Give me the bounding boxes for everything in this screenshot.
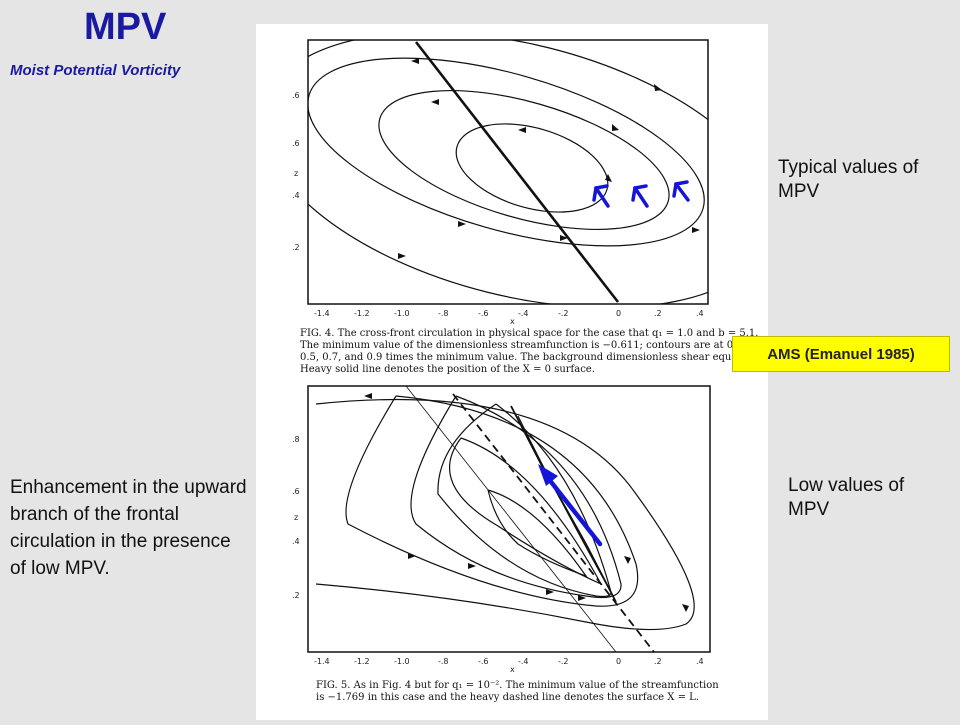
low-values-label: Low values of MPV <box>788 475 905 520</box>
fig4-caption-line: 0.5, 0.7, and 0.9 times the minimum valu… <box>300 352 758 363</box>
fig5-xtick: -.2 <box>558 657 569 666</box>
figure-5-x-axis: -1.4 -1.2 -1.0 -.8 -.6 -.4 -.2 0 .2 .4 x <box>314 657 704 674</box>
fig4-xtick: -.4 <box>518 309 529 318</box>
fig4-ytick: .4 <box>292 191 300 200</box>
fig5-xtick: 0 <box>616 657 621 666</box>
fig4-xtick: -.8 <box>438 309 449 318</box>
fig4-caption-line: Heavy solid line denotes the position of… <box>300 364 595 375</box>
fig5-xtick: -.8 <box>438 657 449 666</box>
fig4-xtick: 0 <box>616 309 621 318</box>
fig5-ytick: .4 <box>292 537 300 546</box>
fig5-xtick: -1.4 <box>314 657 330 666</box>
typical-values-label: Typical values of MPV <box>778 157 919 202</box>
fig5-xtick: -.6 <box>478 657 489 666</box>
fig5-zlabel: z <box>294 513 298 522</box>
figure-4-plot: -1.4 -1.2 -1.0 -.8 -.6 -.4 -.2 0 .2 .4 x… <box>292 39 768 375</box>
fig5-xtick: -1.0 <box>394 657 410 666</box>
figure-5-z-axis: .8 .6 .4 .2 z <box>292 435 300 600</box>
page-subtitle: Moist Potential Vorticity <box>10 62 181 79</box>
figure-4-x-axis: -1.4 -1.2 -1.0 -.8 -.6 -.4 -.2 0 .2 .4 x <box>314 309 704 326</box>
enhancement-note: Enhancement in the upward branch of the … <box>10 477 247 579</box>
figure-4-z-axis: .6 .6 .4 .2 z <box>292 91 300 252</box>
page-title: MPV <box>84 6 167 48</box>
fig4-ytick: .6 <box>292 91 300 100</box>
fig5-xtick: .4 <box>696 657 704 666</box>
fig5-ytick: .2 <box>292 591 300 600</box>
fig4-ytick: .2 <box>292 243 300 252</box>
fig4-zlabel: z <box>294 169 298 178</box>
paper-scan: -1.4 -1.2 -1.0 -.8 -.6 -.4 -.2 0 .2 .4 x… <box>256 24 768 720</box>
fig4-xtick: -.2 <box>558 309 569 318</box>
fig4-caption-line: FIG. 4. The cross-front circulation in p… <box>300 328 758 339</box>
paper-figures: -1.4 -1.2 -1.0 -.8 -.6 -.4 -.2 0 .2 .4 x… <box>292 39 768 703</box>
fig4-caption-line: The minimum value of the dimensionless s… <box>300 340 768 351</box>
fig5-ytick: .8 <box>292 435 300 444</box>
fig5-xtick: .2 <box>654 657 662 666</box>
fig4-xtick: -1.0 <box>394 309 410 318</box>
fig5-xtick: -1.2 <box>354 657 370 666</box>
fig4-ytick: .6 <box>292 139 300 148</box>
fig5-caption-line: is −1.769 in this case and the heavy das… <box>316 692 699 703</box>
fig4-xtick: .4 <box>696 309 704 318</box>
figure-4-caption: FIG. 4. The cross-front circulation in p… <box>300 328 768 375</box>
source-badge: AMS (Emanuel 1985) <box>732 336 950 372</box>
blue-arrows-top <box>592 180 690 208</box>
fig5-caption-line: FIG. 5. As in Fig. 4 but for q₁ = 10⁻². … <box>316 680 719 691</box>
fig5-ytick: .6 <box>292 487 300 496</box>
figure-5-plot: -1.4 -1.2 -1.0 -.8 -.6 -.4 -.2 0 .2 .4 x… <box>292 385 719 703</box>
fig4-xtick: -.6 <box>478 309 489 318</box>
fig4-xtick: .2 <box>654 309 662 318</box>
mpv-arrow-icon <box>672 180 690 202</box>
fig5-xlabel: x <box>510 665 515 674</box>
upward-branch-arrow-icon <box>538 464 603 547</box>
figure-5-caption: FIG. 5. As in Fig. 4 but for q₁ = 10⁻². … <box>316 680 719 703</box>
fig4-xtick: -1.2 <box>354 309 370 318</box>
fig5-xtick: -.4 <box>518 657 529 666</box>
fig4-xlabel: x <box>510 317 515 326</box>
mpv-arrow-icon <box>631 184 649 208</box>
fig4-xtick: -1.4 <box>314 309 330 318</box>
mpv-arrow-icon <box>592 184 610 208</box>
